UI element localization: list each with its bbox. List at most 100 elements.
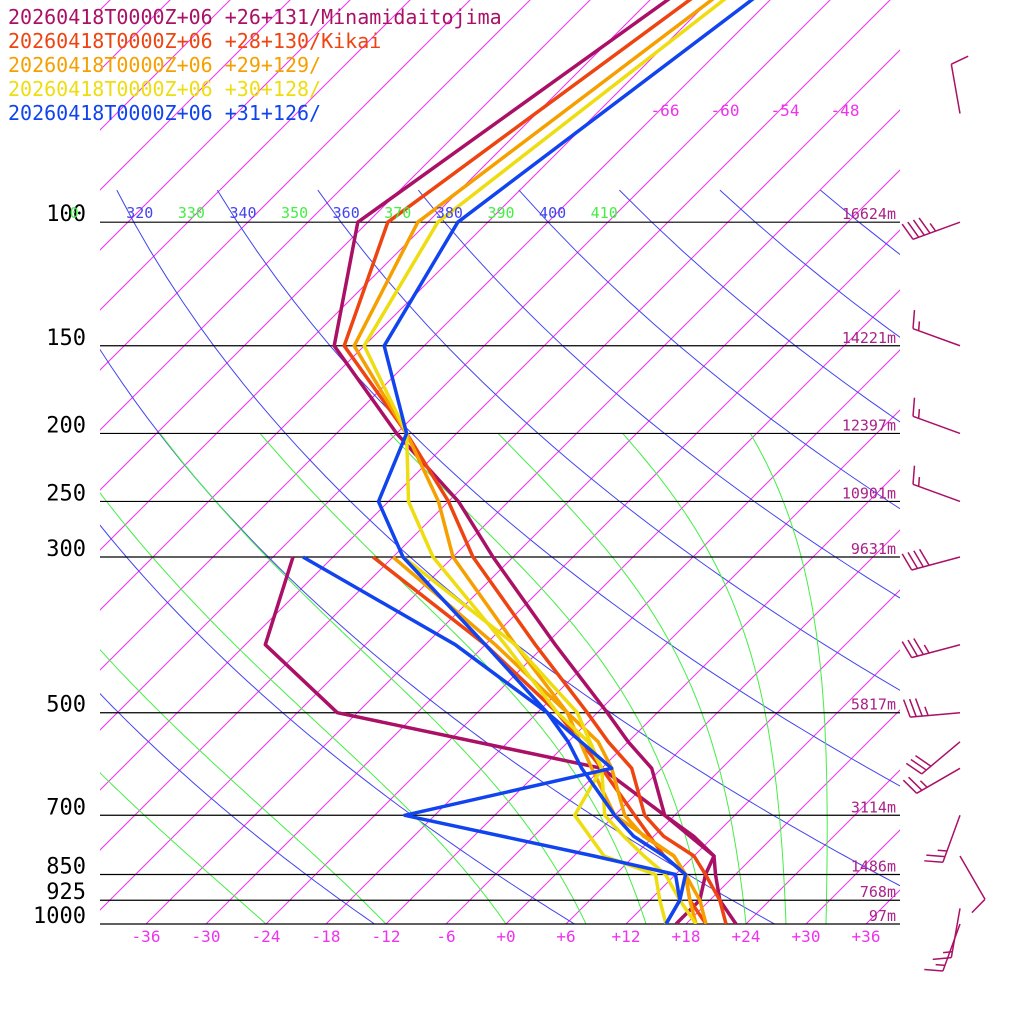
theta-label: 360 bbox=[333, 204, 360, 222]
wind-barb bbox=[905, 741, 961, 775]
upper-temp-label: -66 bbox=[651, 101, 680, 120]
isotherm-lines bbox=[0, 0, 1024, 924]
wind-barb bbox=[902, 698, 961, 718]
wind-barb bbox=[912, 397, 961, 435]
theta-label: 350 bbox=[281, 204, 308, 222]
isotherm-line bbox=[100, 0, 231, 131]
temperature-profile bbox=[376, 0, 755, 924]
isotherm-line bbox=[100, 49, 900, 851]
wind-barb bbox=[902, 767, 961, 794]
pressure-label: 150 bbox=[46, 326, 86, 351]
moist-adiabat-line bbox=[749, 433, 828, 924]
upper-temp-label: -60 bbox=[711, 101, 740, 120]
legend-entry: 20260418T0000Z+06 +28+130/Kikai bbox=[8, 29, 381, 53]
isotherm-line bbox=[926, 0, 1024, 924]
wind-barb bbox=[924, 815, 961, 864]
legend: 20260418T0000Z+06 +26+131/Minamidaitojim… bbox=[8, 5, 502, 125]
dewpoint-profile bbox=[401, 555, 668, 924]
upper-temp-label: -54 bbox=[771, 101, 800, 120]
wind-barb bbox=[901, 548, 961, 571]
moist-adiabat-line bbox=[100, 648, 387, 924]
height-label: 9631m bbox=[851, 540, 896, 558]
isotherm-line bbox=[0, 0, 47, 924]
moist-adiabat-line bbox=[100, 772, 267, 924]
isotherm-line bbox=[685, 709, 900, 924]
isotherm-line bbox=[100, 0, 591, 491]
legend-entry: 20260418T0000Z+06 +30+128/ bbox=[8, 77, 321, 101]
moist-adiabat-line bbox=[622, 433, 787, 924]
height-label: 14221m bbox=[842, 329, 896, 347]
dewpoint-profile bbox=[263, 556, 716, 924]
wind-barb bbox=[901, 638, 961, 659]
dry-adiabat-line bbox=[216, 189, 900, 787]
height-label: 10901m bbox=[842, 484, 896, 502]
height-label: 768m bbox=[860, 883, 896, 901]
pressure-label: 200 bbox=[46, 413, 86, 438]
chart-text-labels: 100 16624m 150 14221m 200 12397m 250 10901m 300 9… bbox=[33, 101, 896, 946]
dewpoint-profile bbox=[302, 555, 682, 924]
pressure-label: 1000 bbox=[33, 904, 86, 929]
isotherm-line bbox=[100, 0, 291, 191]
pressure-label: 850 bbox=[46, 854, 86, 879]
wind-barb bbox=[959, 855, 986, 914]
isotherm-line bbox=[100, 0, 531, 431]
isotherm-line bbox=[100, 0, 471, 371]
theta-label: 380 bbox=[436, 204, 463, 222]
x-tick-label: +0 bbox=[496, 927, 515, 946]
isotherm-line bbox=[100, 109, 900, 911]
height-label: 97m bbox=[869, 907, 896, 925]
isotherm-line bbox=[805, 829, 900, 924]
moist-adiabat-line bbox=[159, 433, 587, 924]
wind-barb bbox=[912, 309, 961, 347]
theta-label: 320 bbox=[126, 204, 153, 222]
legend-entry: 20260418T0000Z+06 +26+131/Minamidaitojim… bbox=[8, 5, 502, 29]
dry-adiabat-line bbox=[518, 189, 900, 510]
isotherm-line bbox=[505, 529, 900, 924]
wind-barbs bbox=[901, 55, 986, 972]
height-label: 1486m bbox=[851, 857, 896, 875]
dry-adiabat-line bbox=[100, 524, 576, 924]
x-tick-label: +18 bbox=[672, 927, 701, 946]
x-tick-label: -18 bbox=[312, 927, 341, 946]
pressure-label: 500 bbox=[46, 693, 86, 718]
theta-label: 400 bbox=[539, 204, 566, 222]
moist-adiabat-line bbox=[100, 492, 507, 924]
isotherm-line bbox=[986, 0, 1024, 924]
pressure-label: 300 bbox=[46, 537, 86, 562]
wind-barb bbox=[950, 55, 969, 114]
theta-label: 330 bbox=[178, 204, 205, 222]
pressure-label: 700 bbox=[46, 795, 86, 820]
theta-label: 410 bbox=[591, 204, 618, 222]
x-tick-label: -24 bbox=[252, 927, 281, 946]
height-label: 5817m bbox=[851, 696, 896, 714]
temperature-profile bbox=[362, 0, 727, 924]
isotherm-line bbox=[100, 0, 411, 311]
height-label: 12397m bbox=[842, 416, 896, 434]
isotherm-line bbox=[625, 649, 900, 924]
x-tick-label: +6 bbox=[556, 927, 575, 946]
x-tick-label: +30 bbox=[792, 927, 821, 946]
pressure-label: 100 bbox=[46, 202, 86, 227]
theta-label: 340 bbox=[229, 204, 256, 222]
isotherm-line bbox=[0, 0, 107, 924]
sounding-series bbox=[263, 0, 755, 924]
isotherm-line bbox=[100, 0, 771, 671]
wind-barb bbox=[924, 923, 961, 972]
theta-label: 370 bbox=[384, 204, 411, 222]
x-tick-label: +12 bbox=[612, 927, 641, 946]
legend-entry: 20260418T0000Z+06 +29+129/ bbox=[8, 53, 321, 77]
temperature-profile bbox=[342, 0, 728, 924]
height-label: 16624m bbox=[842, 205, 896, 223]
x-tick-label: -30 bbox=[192, 927, 221, 946]
theta-label: 390 bbox=[487, 204, 514, 222]
isotherm-line bbox=[325, 349, 900, 924]
moist-adiabat-line bbox=[497, 433, 747, 924]
theta-label: 0 bbox=[70, 204, 79, 222]
wind-barb bbox=[912, 465, 961, 503]
moist-adiabat-line bbox=[259, 433, 647, 924]
isotherm-line bbox=[565, 589, 900, 924]
x-tick-label: +24 bbox=[732, 927, 761, 946]
upper-temp-label: -48 bbox=[831, 101, 860, 120]
pressure-label: 925 bbox=[46, 880, 86, 905]
